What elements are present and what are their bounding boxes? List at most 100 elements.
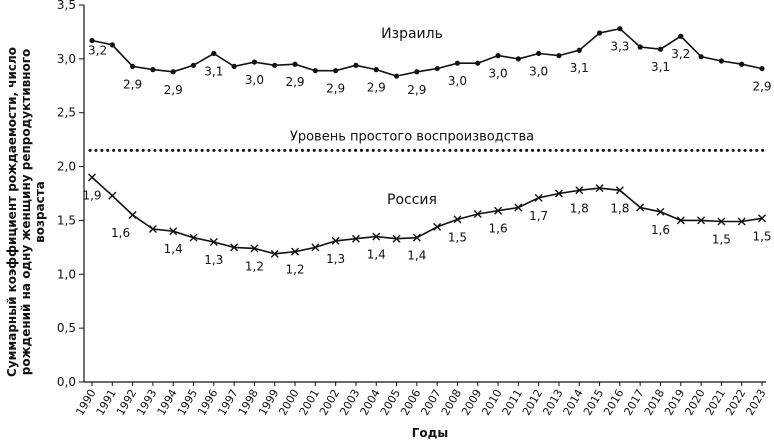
x-tick-label: 2018 [642,387,667,418]
data-point [515,56,521,62]
data-point [373,67,379,73]
data-point-stroke [189,233,198,242]
y-tick-label: 0,0 [57,375,76,389]
data-point [148,225,157,234]
data-point [678,33,684,39]
data-point [109,42,115,48]
series-name-label: Россия [387,192,437,208]
data-point-stroke [88,173,96,182]
x-tick-label: 1992 [114,387,139,418]
data-point [433,222,442,231]
data-label: 1,3 [204,253,223,267]
data-point [292,61,298,67]
x-tick-label: 2010 [479,387,504,418]
x-tick-label: 2022 [723,387,748,418]
data-label: 1,2 [245,259,264,273]
data-point-stroke [291,247,300,256]
series-labels: Израиль Россия [381,26,443,208]
x-tick-label: 2003 [337,387,362,418]
data-point [230,243,239,252]
axes [83,5,766,383]
data-point [697,216,706,225]
data-point-stroke [514,203,523,212]
y-ticks: 0,0 0,5 1,0 1,5 2,0 2,5 3,0 3,5 [57,0,84,389]
data-point-stroke [595,184,604,193]
x-tick-label: 2020 [682,387,707,418]
data-point [291,247,300,256]
data-point [595,184,604,193]
data-point [311,243,320,252]
data-point-stroke [331,236,340,245]
data-point-stroke [351,234,360,243]
data-point-stroke [412,233,421,242]
data-point [189,233,198,242]
data-label: 1,7 [529,209,548,223]
data-point [353,62,359,68]
data-label: 2,9 [752,80,771,94]
data-point-stroke [169,227,178,236]
x-tick-label: 2021 [703,387,728,418]
x-tick-label: 2009 [459,387,484,418]
data-point-stroke [554,189,563,198]
data-point [759,65,765,72]
data-point [170,69,176,75]
data-point [351,234,360,243]
x-tick-label: 2013 [540,387,565,418]
y-axis-title-line-2: рождений на одну женщину репродуктивного [19,49,33,376]
data-point [434,65,440,72]
series-line-0 [91,27,763,77]
data-point [718,58,724,64]
data-point [333,68,339,74]
data-point [454,60,461,66]
data-label: 1,6 [651,223,670,237]
data-point [717,217,726,226]
x-tick-label: 2017 [622,387,647,418]
x-tick-label: 1996 [195,387,220,418]
data-point-stroke [636,203,645,212]
data-point [576,47,582,53]
data-point [88,173,96,182]
series-lines [88,26,766,258]
data-point [739,61,745,67]
data-label: 3,3 [610,40,629,54]
data-point [412,233,421,242]
x-tick-label: 2001 [297,387,322,418]
data-label: 1,3 [326,252,345,266]
data-point-stroke [494,206,503,215]
data-point [393,73,400,79]
series-name-label: Израиль [381,26,443,42]
series-line-1 [91,176,763,255]
x-tick-label: 2005 [378,387,403,418]
y-tick-label: 2,0 [57,160,76,174]
data-point [758,214,766,223]
data-point-stroke [250,244,259,253]
data-label: 2,9 [407,83,426,97]
data-point-stroke [575,186,584,195]
x-tick-label: 2015 [581,387,606,418]
data-point-stroke [656,207,665,216]
data-point [251,59,258,65]
data-point [209,237,218,246]
data-point-stroke [758,214,766,223]
data-point [169,227,178,236]
x-axis-title: Годы [412,426,448,440]
data-point [575,186,584,195]
data-point-stroke [615,186,624,195]
data-point [473,209,482,218]
data-label: 1,9 [82,188,101,202]
data-label: 1,5 [712,233,731,247]
y-tick-label: 3,0 [57,52,76,66]
data-point [231,63,237,69]
data-point [495,53,501,59]
data-point [270,249,279,258]
y-tick-label: 1,5 [57,213,76,227]
data-point [617,26,623,32]
data-point [250,244,259,253]
data-point-stroke [433,222,442,231]
data-labels: 3,22,9 2,93,13,0 2,9 2,9 2,9 2,93,03,0 3,0 3,13… [82,40,771,277]
data-label: 1,8 [610,201,629,215]
data-label: 2,9 [123,77,142,91]
data-point-stroke [676,216,685,225]
data-label: 1,6 [489,222,508,236]
data-point-stroke [209,237,218,246]
